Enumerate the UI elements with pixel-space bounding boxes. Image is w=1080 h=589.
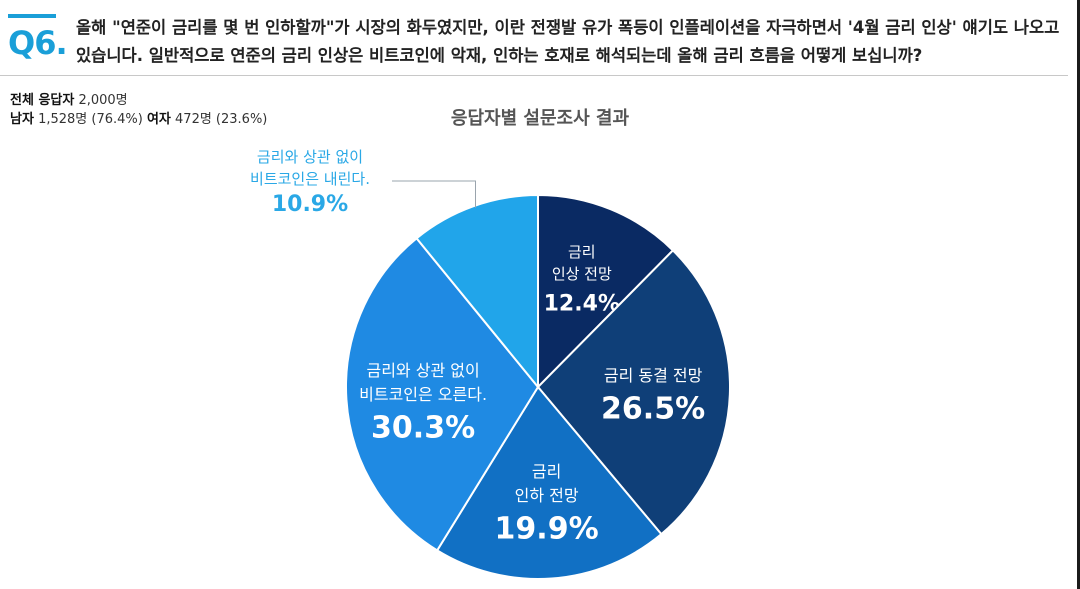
respondents-female-label: 여자	[146, 112, 171, 127]
respondents-female-value: 472명 (23.6%)	[175, 112, 268, 127]
slice-label-down-regardless-pct: 10.9%	[271, 192, 349, 217]
respondents-total: 전체 응답자 2,000명	[10, 89, 128, 108]
header-divider	[0, 75, 1068, 76]
slice-label-raise-pct: 12.4%	[544, 292, 620, 317]
slice-label-down-regardless: 금리와 상관 없이 비트코인은 내린다. 10.9%	[210, 146, 410, 220]
slice-label-down-regardless-line-2: 비트코인은 내린다.	[250, 170, 370, 188]
slice-label-cut-pct: 19.9%	[495, 511, 599, 546]
pie-slice-hold	[536, 248, 731, 536]
pie-slice-up-regardless	[345, 236, 540, 552]
question-text: 올해 "연준이 금리를 몇 번 인하할까"가 시장의 화두였지만, 이란 전쟁발…	[76, 18, 1060, 65]
slice-label-hold-pct: 26.5%	[601, 391, 705, 426]
slice-label-hold-line-1: 금리 동결 전망	[604, 366, 703, 385]
question-accent-rule	[8, 14, 56, 18]
screen-edge	[1077, 0, 1080, 589]
slice-label-up-regardless-line-2: 비트코인은 오른다.	[359, 385, 487, 404]
respondents-male-value: 1,528명 (76.4%)	[38, 112, 143, 127]
pie-slice-raise	[537, 193, 675, 390]
respondents-gender: 남자 1,528명 (76.4%) 여자 472명 (23.6%)	[10, 108, 267, 127]
pie-slice-down-regardless	[415, 193, 539, 390]
pie-slice-cut	[435, 385, 663, 580]
slice-label-hold: 금리 동결 전망 26.5%	[601, 366, 705, 427]
slice-label-cut-line-1: 금리	[532, 462, 561, 481]
slice-label-raise-line-2: 인상 전망	[552, 265, 612, 283]
slice-label-up-regardless-line-1: 금리와 상관 없이	[366, 361, 479, 380]
slice-label-raise-line-1: 금리	[568, 243, 596, 261]
chart-title: 응답자별 설문조사 결과	[450, 108, 630, 129]
slice-label-down-regardless-line-1: 금리와 상관 없이	[256, 148, 364, 166]
respondents-total-label: 전체 응답자	[10, 93, 75, 108]
slice-label-cut-line-2: 인하 전망	[515, 486, 579, 505]
slice-label-up-regardless-pct: 30.3%	[371, 410, 475, 445]
respondents-male-label: 남자	[10, 112, 34, 127]
respondents-total-value: 2,000명	[78, 93, 128, 108]
question-number: Q6.	[8, 24, 68, 62]
leader-line-down-regardless	[392, 180, 476, 208]
